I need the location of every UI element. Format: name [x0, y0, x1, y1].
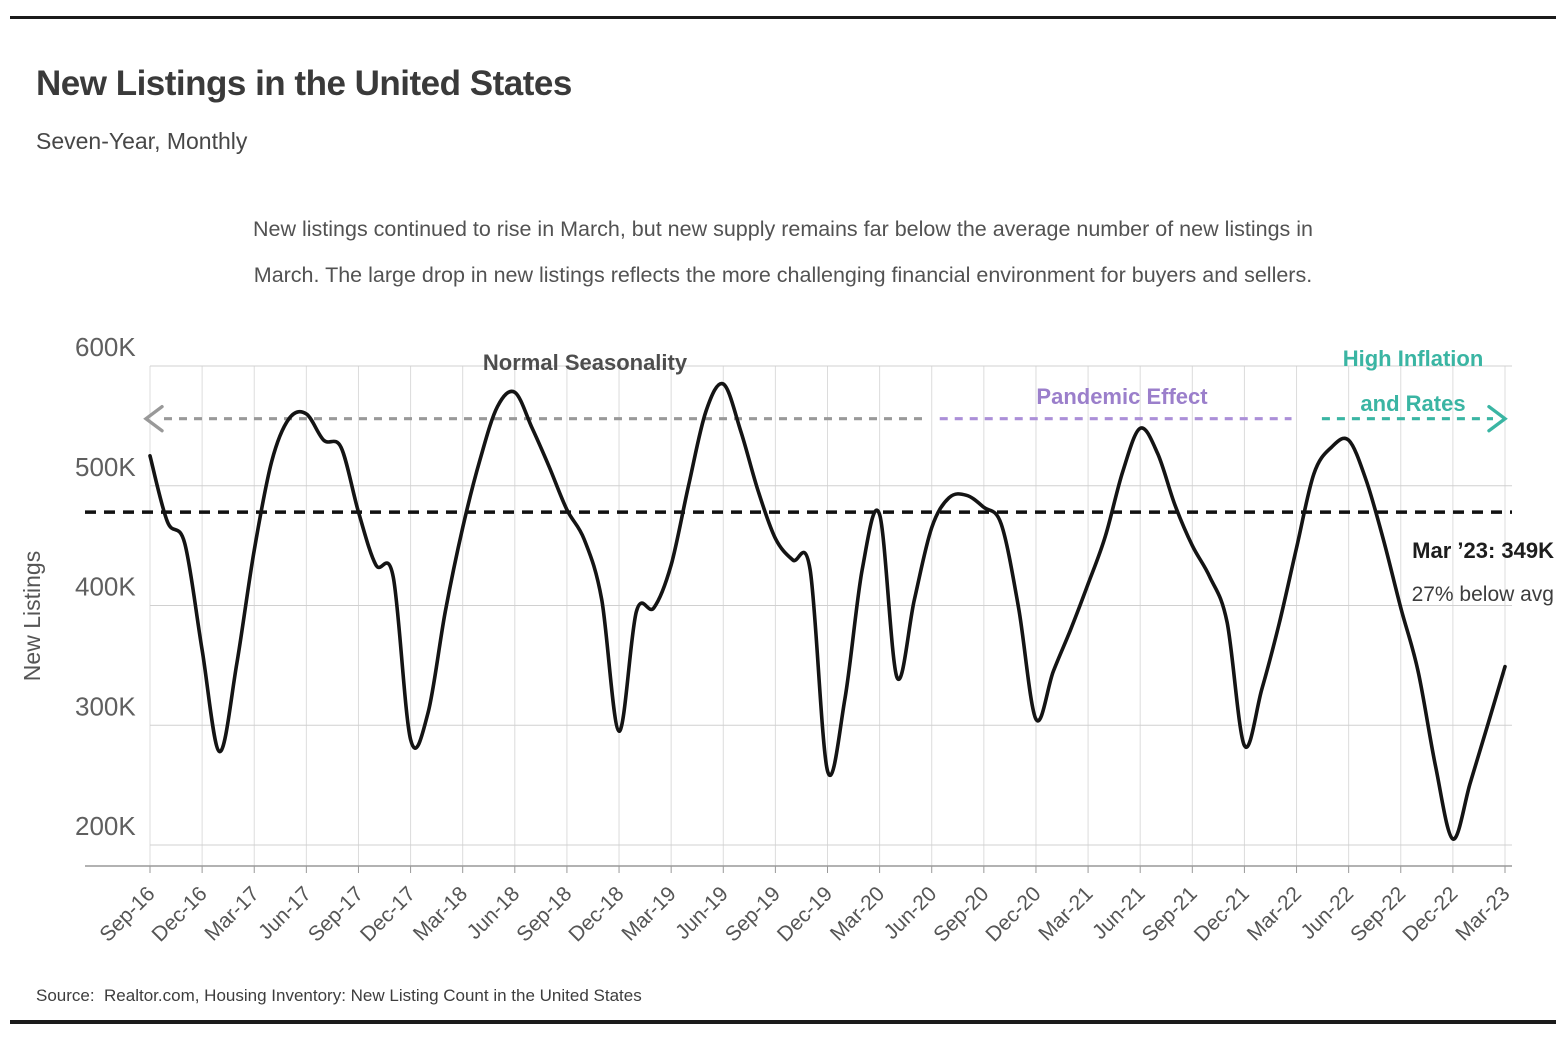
- normal-seasonality-label: Normal Seasonality: [482, 350, 688, 375]
- svg-text:Sep-17: Sep-17: [304, 882, 368, 946]
- annotation-arrow-0: [143, 404, 927, 433]
- svg-text:Jun-19: Jun-19: [671, 882, 733, 944]
- chart-description: New listings continued to rise in March,…: [80, 206, 1486, 298]
- svg-text:Jun-20: Jun-20: [880, 882, 942, 944]
- svg-text:Sep-18: Sep-18: [512, 882, 576, 946]
- y-axis-title: New Listings: [19, 551, 45, 681]
- pandemic-effect-label: Pandemic Effect: [1036, 384, 1208, 409]
- bottom-divider: [10, 1020, 1556, 1024]
- source-note: Source: Realtor.com, Housing Inventory: …: [36, 986, 642, 1005]
- description-line-1: New listings continued to rise in March,…: [253, 217, 1313, 241]
- x-axis: [85, 865, 1512, 873]
- description-line-2: March. The large drop in new listings re…: [253, 263, 1313, 287]
- svg-text:Dec-16: Dec-16: [148, 882, 212, 946]
- svg-text:Dec-18: Dec-18: [564, 882, 628, 946]
- svg-text:600K: 600K: [75, 332, 136, 362]
- svg-text:500K: 500K: [75, 452, 136, 482]
- svg-text:200K: 200K: [75, 811, 136, 841]
- svg-text:Dec-22: Dec-22: [1398, 882, 1462, 946]
- svg-text:Sep-19: Sep-19: [721, 882, 785, 946]
- svg-text:Sep-22: Sep-22: [1346, 882, 1410, 946]
- high-inflation-label-line2: and Rates: [1360, 391, 1466, 416]
- latest-point-value-label: Mar ’23: 349K: [1412, 538, 1554, 563]
- svg-text:Mar-19: Mar-19: [617, 882, 680, 945]
- chart-canvas: 200K300K400K500K600KSep-16Dec-16Mar-17Ju…: [19, 332, 1515, 946]
- high-inflation-label: High Inflation and Rates: [1343, 336, 1484, 426]
- svg-text:Sep-21: Sep-21: [1138, 882, 1202, 946]
- page-subtitle: Seven-Year, Monthly: [36, 128, 248, 154]
- annotation-arrow-2: [1321, 404, 1508, 433]
- svg-text:Dec-21: Dec-21: [1190, 882, 1254, 946]
- page-title: New Listings in the United States: [36, 64, 572, 103]
- svg-text:Dec-20: Dec-20: [981, 882, 1045, 946]
- svg-text:Mar-18: Mar-18: [409, 882, 472, 945]
- below-average-label: 27% below avg: [1411, 583, 1554, 606]
- top-divider: [10, 16, 1556, 19]
- x-axis-labels: Sep-16Dec-16Mar-17Jun-17Sep-17Dec-17Mar-…: [95, 882, 1514, 946]
- svg-text:Sep-16: Sep-16: [95, 882, 159, 946]
- new-listings-series-line: [148, 381, 1507, 841]
- vertical-gridlines: [149, 366, 1506, 866]
- svg-text:400K: 400K: [75, 572, 136, 602]
- svg-text:Jun-17: Jun-17: [254, 882, 316, 944]
- svg-text:Mar-20: Mar-20: [826, 882, 889, 945]
- y-axis-labels: 200K 300K 400K 500K 600K: [75, 332, 136, 841]
- svg-text:Jun-22: Jun-22: [1297, 882, 1359, 944]
- svg-text:Mar-17: Mar-17: [200, 882, 263, 945]
- svg-text:Dec-19: Dec-19: [773, 882, 837, 946]
- svg-text:300K: 300K: [75, 691, 136, 721]
- svg-text:Jun-18: Jun-18: [463, 882, 525, 944]
- high-inflation-label-line1: High Inflation: [1342, 346, 1484, 371]
- svg-text:Mar-22: Mar-22: [1243, 882, 1306, 945]
- svg-text:Mar-21: Mar-21: [1034, 882, 1097, 945]
- svg-text:Dec-17: Dec-17: [356, 882, 420, 946]
- line-chart: 200K 300K 400K 500K 600K Sep-16 Dec-16 Mar-17 Ju…: [0, 330, 1566, 970]
- horizontal-gridlines: [150, 365, 1512, 846]
- svg-text:Jun-21: Jun-21: [1088, 882, 1150, 944]
- svg-text:Mar-23: Mar-23: [1451, 882, 1514, 945]
- svg-text:Sep-20: Sep-20: [929, 882, 993, 946]
